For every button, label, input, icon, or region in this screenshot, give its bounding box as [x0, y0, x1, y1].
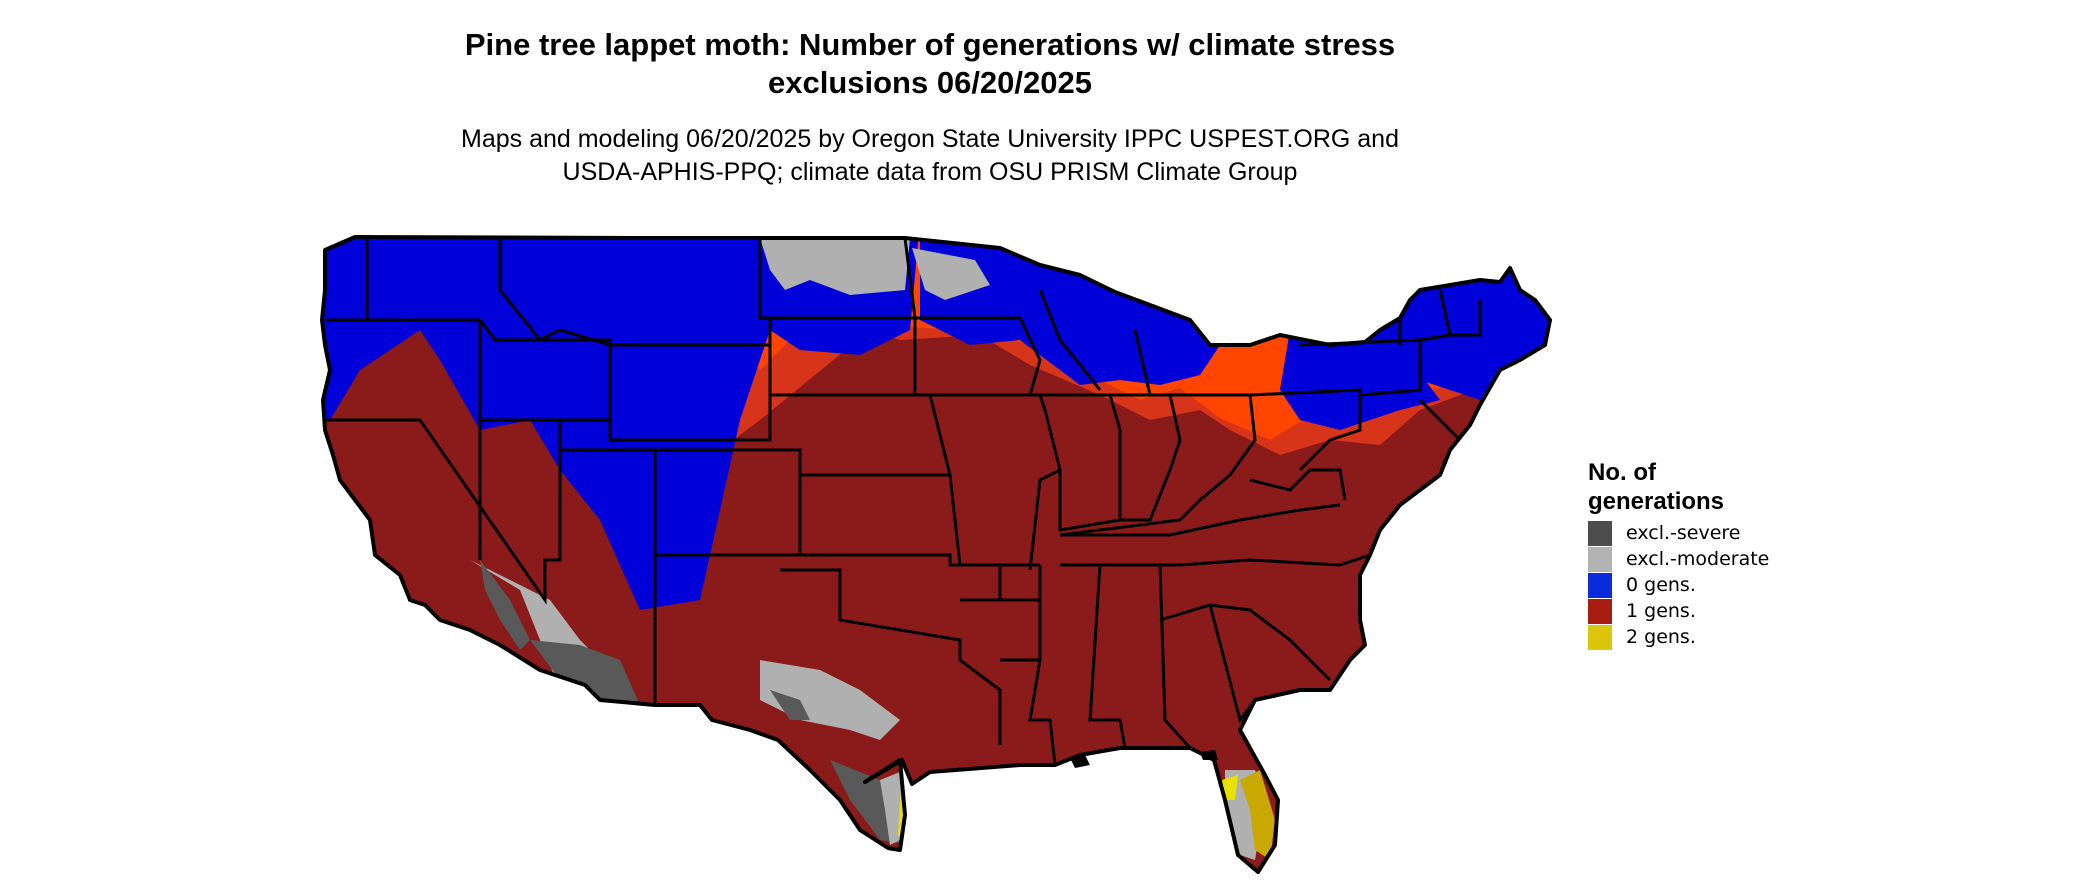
state-border	[1398, 289, 1482, 345]
title-line-1: Pine tree lappet moth: Number of generat…	[464, 27, 1396, 62]
excl-moderate-north-dakota	[760, 238, 910, 295]
legend-label: 0 gens.	[1626, 574, 1696, 596]
coastal-island	[1070, 755, 1090, 768]
legend: No. of generations excl.-severe excl.-mo…	[1588, 458, 1769, 650]
legend-title-line-1: No. of	[1588, 459, 1656, 486]
state-border	[770, 553, 1002, 600]
state-border	[1299, 338, 1422, 397]
legend-swatch	[1588, 546, 1612, 572]
map-title: Pine tree lappet moth: Number of generat…	[300, 26, 1560, 102]
state-border	[903, 237, 1042, 396]
subtitle-line-2: USDA-APHIS-PPQ; climate data from OSU PR…	[562, 158, 1298, 186]
map-subtitle: Maps and modeling 06/20/2025 by Oregon S…	[300, 123, 1560, 189]
us-outline	[320, 235, 1552, 874]
legend-item-1-gens: 1 gens.	[1588, 598, 1769, 624]
state-border	[1158, 564, 1192, 749]
subtitle-line-1: Maps and modeling 06/20/2025 by Oregon S…	[461, 125, 1399, 153]
state-border	[1249, 388, 1362, 472]
excl-severe-arizona	[530, 640, 640, 705]
state-border	[948, 474, 1040, 567]
two-generations-florida-west	[1222, 775, 1238, 800]
legend-item-0-gens: 0 gens.	[1588, 572, 1769, 598]
state-border	[1418, 398, 1462, 442]
state-border	[770, 393, 952, 477]
legend-item-excl-moderate: excl.-moderate	[1588, 546, 1769, 572]
state-border	[960, 598, 1040, 662]
legend-title-line-2: generations	[1588, 488, 1725, 515]
excl-severe-big-bend	[770, 690, 810, 720]
state-border	[498, 237, 770, 347]
two-generations-florida	[1240, 770, 1275, 860]
legend-item-2-gens: 2 gens.	[1588, 624, 1769, 650]
state-border	[355, 235, 369, 320]
state-border	[1249, 468, 1347, 501]
gulf-coast-islands	[1070, 750, 1218, 768]
zero-generations-appalachian	[1280, 330, 1440, 430]
legend-title: No. of generations	[1588, 458, 1769, 516]
state-border	[780, 475, 1002, 745]
legend-swatch	[1588, 572, 1612, 598]
zero-generations-west	[322, 237, 770, 610]
state-border	[608, 345, 772, 442]
legend-swatch	[1588, 598, 1612, 624]
legend-label: excl.-severe	[1626, 522, 1741, 544]
excl-moderate-minnesota	[912, 248, 990, 300]
state-border	[1208, 604, 1257, 724]
state-border	[1060, 503, 1341, 537]
state-border	[1060, 553, 1371, 567]
coastal-island	[1200, 750, 1218, 760]
state-border	[1028, 565, 1057, 766]
state-borders	[325, 235, 1482, 766]
state-border	[1110, 393, 1182, 522]
excl-moderate-west-texas	[760, 660, 900, 740]
state-border	[325, 318, 540, 342]
title-line-2: exclusions 06/20/2025	[767, 65, 1092, 100]
state-border	[1088, 564, 1127, 749]
legend-label: 1 gens.	[1626, 600, 1696, 622]
legend-label: 2 gens.	[1626, 626, 1696, 648]
excl-severe-nevada	[480, 560, 530, 650]
state-border	[1038, 289, 1152, 396]
legend-swatch	[1588, 624, 1612, 650]
legend-label: excl.-moderate	[1626, 548, 1770, 570]
state-border	[930, 393, 1062, 571]
state-border	[1159, 603, 1332, 682]
state-border	[1040, 393, 1122, 532]
legend-item-excl-severe: excl.-severe	[1588, 520, 1769, 546]
legend-swatch	[1588, 520, 1612, 546]
